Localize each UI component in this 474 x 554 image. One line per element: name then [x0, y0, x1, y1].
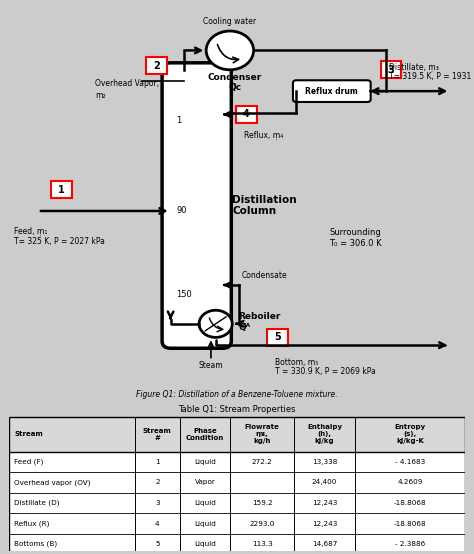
Text: Enthalpy
(h),
kJ/kg: Enthalpy (h), kJ/kg — [307, 424, 342, 444]
Bar — [9, 514, 465, 534]
Text: Vapor: Vapor — [195, 479, 216, 485]
Text: 5: 5 — [274, 332, 281, 342]
Text: 14,687: 14,687 — [312, 541, 337, 547]
Text: Surrounding
T₀ = 306.0 K: Surrounding T₀ = 306.0 K — [329, 228, 382, 248]
Text: 159.2: 159.2 — [252, 500, 273, 506]
Text: Liquid: Liquid — [194, 459, 216, 465]
Text: - 4.1683: - 4.1683 — [395, 459, 425, 465]
Text: 5: 5 — [155, 541, 160, 547]
Bar — [9, 493, 465, 514]
Text: Reflux drum: Reflux drum — [305, 86, 358, 96]
Text: Bottoms (B): Bottoms (B) — [14, 541, 57, 547]
Text: Flowrate
ṃı,
kg/h: Flowrate ṃı, kg/h — [245, 424, 280, 444]
Text: 1: 1 — [155, 459, 160, 465]
Text: 90: 90 — [176, 207, 187, 216]
Text: Condensate: Condensate — [242, 271, 287, 280]
Text: 113.3: 113.3 — [252, 541, 273, 547]
FancyBboxPatch shape — [293, 80, 371, 102]
Text: 13,338: 13,338 — [312, 459, 337, 465]
Text: Overhead Vapor,
ṃ₂: Overhead Vapor, ṃ₂ — [95, 79, 159, 99]
Text: Phase
Condition: Phase Condition — [186, 428, 224, 441]
Bar — [9, 417, 465, 554]
Text: Liquid: Liquid — [194, 500, 216, 506]
Text: Figure Q1: Distillation of a Benzene-Toluene mixture.: Figure Q1: Distillation of a Benzene-Tol… — [136, 390, 338, 399]
FancyBboxPatch shape — [162, 63, 231, 348]
Text: Steam: Steam — [199, 361, 223, 371]
Bar — [9, 417, 465, 452]
Text: 2: 2 — [153, 61, 160, 71]
Text: 4.2609: 4.2609 — [397, 479, 423, 485]
Text: 3: 3 — [388, 65, 394, 75]
Text: Cooling water: Cooling water — [203, 17, 256, 27]
Text: 3: 3 — [155, 500, 160, 506]
Text: Entropy
(s),
kJ/kg-K: Entropy (s), kJ/kg-K — [394, 424, 426, 444]
Text: Stream
#: Stream # — [143, 428, 172, 441]
Text: Feed, ṃ₁
T= 325 K, P = 2027 kPa: Feed, ṃ₁ T= 325 K, P = 2027 kPa — [14, 227, 105, 246]
Text: Overhead vapor (OV): Overhead vapor (OV) — [14, 479, 91, 486]
Text: Distillate, ṃ₃
T= 319.5 K, P = 1931 kPa: Distillate, ṃ₃ T= 319.5 K, P = 1931 kPa — [389, 62, 474, 81]
Text: Reboiler
Q̅ᴬ: Reboiler Q̅ᴬ — [238, 312, 281, 332]
Text: - 2.3886: - 2.3886 — [395, 541, 425, 547]
Text: 2: 2 — [155, 479, 160, 485]
Text: Condenser
Q̅ᴄ: Condenser Q̅ᴄ — [208, 73, 262, 93]
Text: Distillation
Column: Distillation Column — [232, 195, 297, 216]
Text: Feed (F): Feed (F) — [14, 459, 44, 465]
Text: -18.8068: -18.8068 — [393, 521, 426, 527]
Text: 272.2: 272.2 — [252, 459, 273, 465]
Text: -18.8068: -18.8068 — [393, 500, 426, 506]
FancyBboxPatch shape — [381, 61, 401, 78]
Text: Reflux, ṃ₄: Reflux, ṃ₄ — [244, 130, 283, 139]
Text: Liquid: Liquid — [194, 521, 216, 527]
FancyBboxPatch shape — [236, 106, 257, 123]
Text: 4: 4 — [155, 521, 160, 527]
Text: Stream: Stream — [14, 432, 43, 437]
Text: 12,243: 12,243 — [312, 500, 337, 506]
FancyBboxPatch shape — [51, 181, 72, 198]
Text: 2293.0: 2293.0 — [249, 521, 275, 527]
Bar — [9, 452, 465, 472]
Bar — [9, 472, 465, 493]
FancyBboxPatch shape — [146, 58, 167, 74]
Text: Liquid: Liquid — [194, 541, 216, 547]
Text: 150: 150 — [176, 290, 192, 299]
Text: Table Q1: Stream Properties: Table Q1: Stream Properties — [178, 405, 296, 414]
Text: Bottom, ṃ₅
T = 330.9 K, P = 2069 kPa: Bottom, ṃ₅ T = 330.9 K, P = 2069 kPa — [275, 357, 376, 376]
Text: Reflux (R): Reflux (R) — [14, 520, 49, 527]
Text: Distillate (D): Distillate (D) — [14, 500, 60, 506]
Text: 1: 1 — [176, 116, 182, 125]
Text: 4: 4 — [243, 109, 250, 120]
Text: 12,243: 12,243 — [312, 521, 337, 527]
Circle shape — [199, 310, 232, 337]
Text: 1: 1 — [58, 184, 65, 194]
Circle shape — [206, 31, 254, 70]
Bar — [9, 534, 465, 554]
FancyBboxPatch shape — [267, 329, 288, 346]
Text: 24,400: 24,400 — [312, 479, 337, 485]
